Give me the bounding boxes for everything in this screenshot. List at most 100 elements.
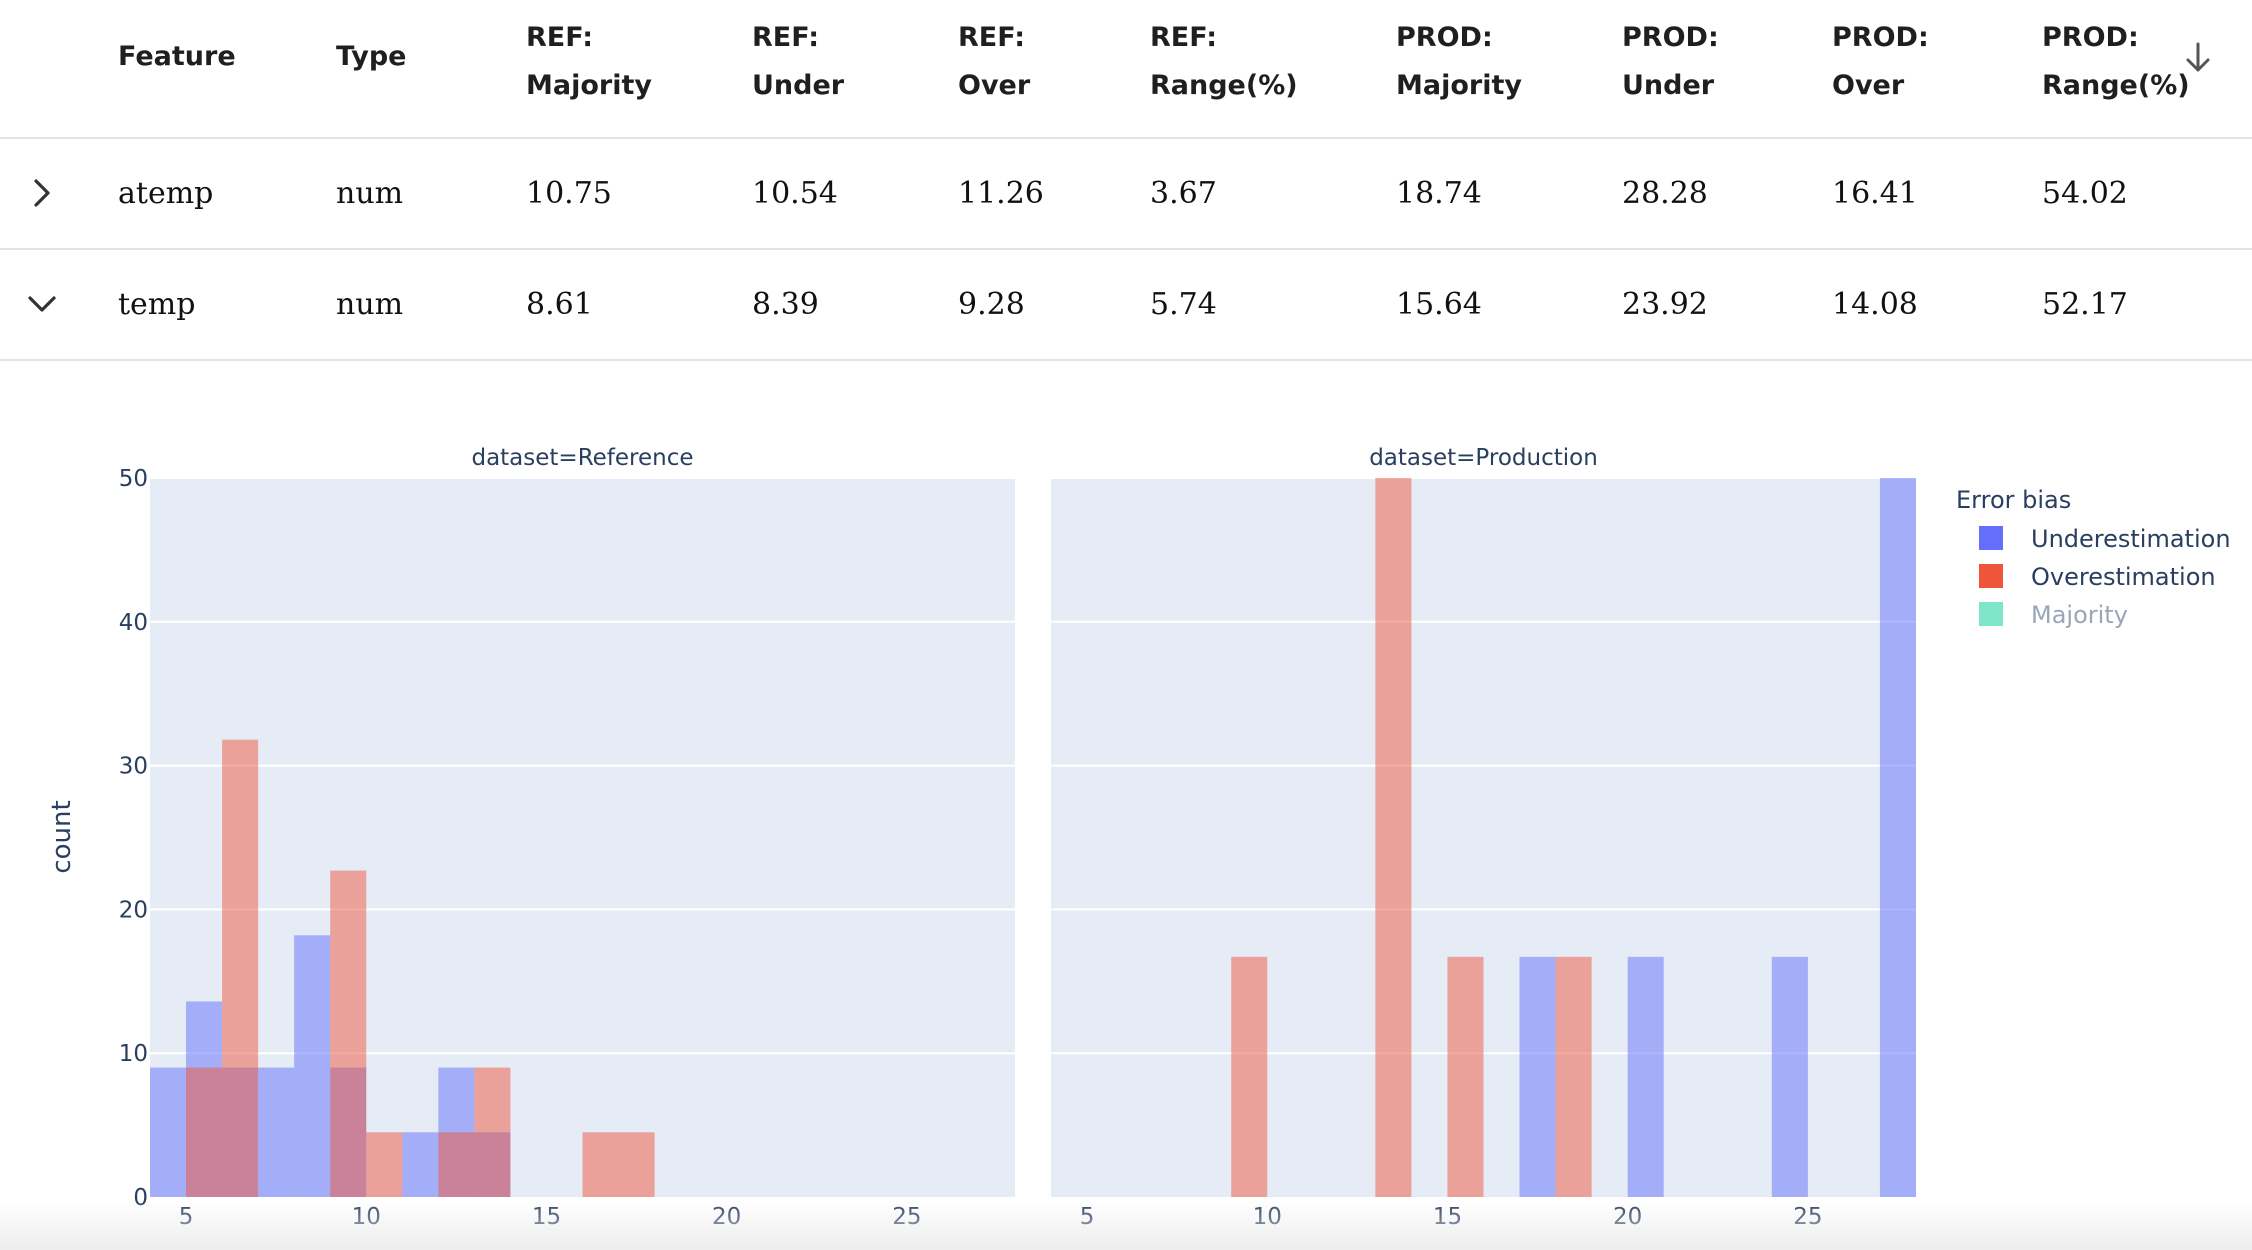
column-header-line: REF: xyxy=(1150,22,1217,53)
panel-title: dataset=Production xyxy=(1369,445,1598,471)
y-tick-label: 20 xyxy=(119,897,148,923)
table-header: Feature Type REF: Majority REF: Under REF: Over… xyxy=(0,0,2252,139)
column-header-line: Under xyxy=(1622,70,1715,101)
cell-feature: atemp xyxy=(118,176,214,211)
cell-prod-majority: 18.74 xyxy=(1396,176,1482,211)
y-tick-label: 40 xyxy=(119,610,148,636)
bar-underestimation[interactable] xyxy=(1879,478,1916,1197)
bar-overestimation[interactable] xyxy=(1375,478,1412,1197)
y-tick-label: 30 xyxy=(119,754,148,780)
x-tick-label: 20 xyxy=(712,1204,741,1230)
x-tick-label: 20 xyxy=(1613,1204,1642,1230)
bar-overestimation[interactable] xyxy=(474,1067,511,1197)
column-header-line: Over xyxy=(958,70,1031,101)
column-header-line: REF: xyxy=(752,22,819,53)
column-header-prod-over[interactable]: PROD: Over xyxy=(1832,14,1929,110)
column-header-line: PROD: xyxy=(1396,22,1493,53)
bar-overestimation[interactable] xyxy=(618,1132,655,1197)
x-tick-label: 15 xyxy=(532,1204,561,1230)
cell-prod-majority: 15.64 xyxy=(1396,287,1482,322)
table-row[interactable]: temp num 8.61 8.39 9.28 5.74 15.64 23.92 14.08 52… xyxy=(0,250,2252,361)
x-tick-label: 10 xyxy=(1253,1204,1282,1230)
column-header-line: Majority xyxy=(526,70,652,101)
legend-item-majority[interactable]: Majority xyxy=(2031,601,2128,629)
cell-ref-majority: 10.75 xyxy=(526,176,612,211)
y-axis-label: count xyxy=(47,800,77,873)
bar-overestimation[interactable] xyxy=(438,1132,475,1197)
y-tick-label: 10 xyxy=(119,1041,148,1067)
legend-item-underestimation[interactable]: Underestimation xyxy=(2031,525,2231,553)
x-tick-label: 5 xyxy=(1080,1204,1095,1230)
bar-underestimation[interactable] xyxy=(150,1067,187,1197)
column-header-line: Range(%) xyxy=(1150,70,1298,101)
column-header-prod-range[interactable]: PROD: Range(%) xyxy=(2042,14,2190,110)
error-bias-histogram: dataset=Reference 5 10 15 20 25 dataset=Produc… xyxy=(47,445,2231,1230)
x-tick-label: 10 xyxy=(352,1204,381,1230)
legend-item-overestimation[interactable]: Overestimation xyxy=(2031,563,2216,591)
cell-prod-over: 16.41 xyxy=(1832,176,1918,211)
column-header-line: REF: xyxy=(958,22,1025,53)
y-tick-label: 0 xyxy=(133,1185,148,1211)
bar-overestimation[interactable] xyxy=(1447,956,1484,1197)
table-row[interactable]: atemp num 10.75 10.54 11.26 3.67 18.74 28.28 16.… xyxy=(0,139,2252,250)
legend-swatch-overestimation[interactable] xyxy=(1979,564,2003,588)
bar-underestimation[interactable] xyxy=(258,1067,295,1197)
cell-prod-range: 54.02 xyxy=(2042,176,2128,211)
column-header-ref-under[interactable]: REF: Under xyxy=(752,14,844,110)
column-header-line: Range(%) xyxy=(2042,70,2190,101)
bar-overestimation[interactable] xyxy=(366,1132,403,1197)
column-header-line: Feature xyxy=(118,41,236,72)
bar-overestimation[interactable] xyxy=(330,870,367,1197)
bar-underestimation[interactable] xyxy=(1627,956,1664,1197)
bar-underestimation[interactable] xyxy=(402,1132,439,1197)
column-header-line: REF: xyxy=(526,22,593,53)
cell-ref-over: 11.26 xyxy=(958,176,1044,211)
cell-prod-under: 28.28 xyxy=(1622,176,1708,211)
column-header-line: Majority xyxy=(1396,70,1522,101)
bar-overestimation[interactable] xyxy=(1231,956,1268,1197)
legend-swatch-underestimation[interactable] xyxy=(1979,526,2003,550)
cell-ref-under: 10.54 xyxy=(752,176,838,211)
legend-swatch-majority[interactable] xyxy=(1979,602,2003,626)
legend-title: Error bias xyxy=(1956,486,2071,514)
arrow-down-icon[interactable] xyxy=(2180,38,2216,78)
column-header-line: PROD: xyxy=(1832,22,1929,53)
cell-ref-majority: 8.61 xyxy=(526,287,593,322)
column-header-line: Type xyxy=(336,41,407,72)
column-header-ref-majority[interactable]: REF: Majority xyxy=(526,14,652,110)
column-header-ref-range[interactable]: REF: Range(%) xyxy=(1150,14,1298,110)
column-header-line: Under xyxy=(752,70,845,101)
cell-prod-under: 23.92 xyxy=(1622,287,1708,322)
column-header-prod-under[interactable]: PROD: Under xyxy=(1622,14,1719,110)
column-header-line: Over xyxy=(1832,70,1905,101)
column-header-prod-majority[interactable]: PROD: Majority xyxy=(1396,14,1522,110)
column-header-ref-over[interactable]: REF: Over xyxy=(958,14,1030,110)
cell-prod-range: 52.17 xyxy=(2042,287,2128,322)
column-header-feature[interactable]: Feature xyxy=(118,33,236,81)
bar-underestimation[interactable] xyxy=(1519,956,1556,1197)
cell-type: num xyxy=(336,287,404,322)
chevron-down-icon[interactable] xyxy=(22,284,62,324)
cell-ref-under: 8.39 xyxy=(752,287,819,322)
column-header-type[interactable]: Type xyxy=(336,33,406,81)
bar-overestimation[interactable] xyxy=(222,739,259,1197)
chevron-right-icon[interactable] xyxy=(22,173,62,213)
cell-prod-over: 14.08 xyxy=(1832,287,1918,322)
cell-type: num xyxy=(336,176,404,211)
bar-overestimation[interactable] xyxy=(1555,956,1592,1197)
cell-ref-range: 3.67 xyxy=(1150,176,1217,211)
column-header-line: PROD: xyxy=(1622,22,1719,53)
x-tick-label: 25 xyxy=(892,1204,921,1230)
bar-underestimation[interactable] xyxy=(1771,956,1808,1197)
cell-feature: temp xyxy=(118,287,196,322)
bar-underestimation[interactable] xyxy=(294,935,331,1197)
y-tick-label: 50 xyxy=(119,466,148,492)
cell-ref-range: 5.74 xyxy=(1150,287,1217,322)
x-tick-label: 25 xyxy=(1793,1204,1822,1230)
bar-overestimation[interactable] xyxy=(582,1132,619,1197)
x-tick-label: 5 xyxy=(179,1204,194,1230)
cell-ref-over: 9.28 xyxy=(958,287,1025,322)
panel-title: dataset=Reference xyxy=(471,445,693,471)
column-header-line: PROD: xyxy=(2042,22,2139,53)
bar-overestimation[interactable] xyxy=(186,1067,223,1197)
